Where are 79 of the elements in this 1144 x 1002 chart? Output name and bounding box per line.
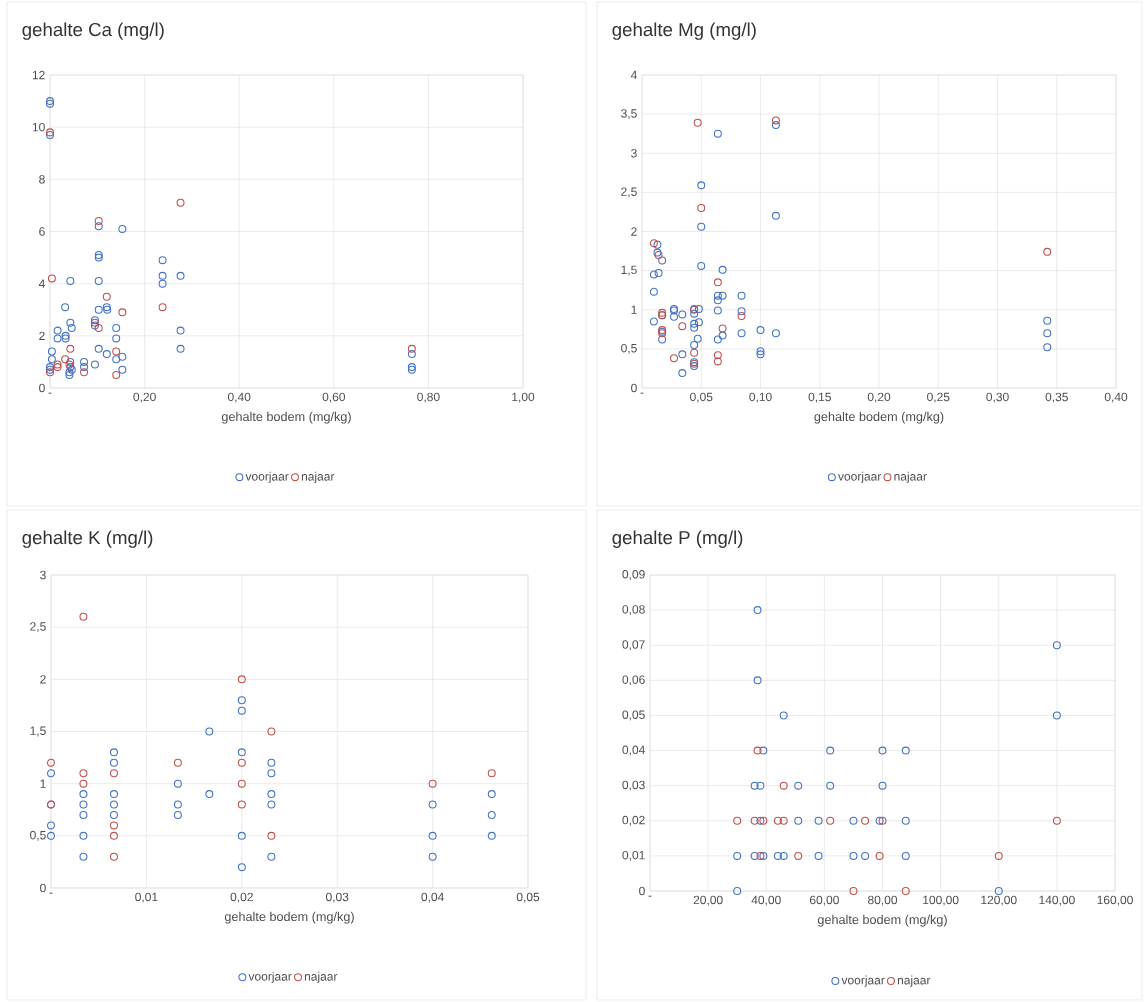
y-tick-label: 3 <box>631 148 637 158</box>
y-tick-label: 0 <box>631 383 637 393</box>
y-tick-label: 1 <box>631 305 637 314</box>
y-tick-label: 0,5 <box>621 343 637 354</box>
x-tick-label: 0,05 <box>516 892 540 903</box>
legend-label: voorjaar <box>838 471 882 484</box>
y-tick-label: 1,5 <box>30 726 46 737</box>
x-tick-label: 0,30 <box>986 392 1009 403</box>
x-tick-label: 0,05 <box>690 392 713 403</box>
chart-title: gehalte Ca (mg/l) <box>22 22 164 40</box>
y-tick-label: 2,5 <box>30 622 46 633</box>
x-tick-label: 0,40 <box>227 392 251 403</box>
x-tick-label: 40,00 <box>751 895 781 906</box>
x-tick-label: 0,25 <box>927 392 950 403</box>
x-tick-label: 0,01 <box>135 892 158 903</box>
x-tick-label: - <box>640 392 644 394</box>
y-tick-label: 0,03 <box>622 780 645 791</box>
legend-label: najaar <box>894 471 927 484</box>
x-tick-label: 0,40 <box>1104 392 1128 403</box>
x-tick-label: 0,80 <box>417 392 440 403</box>
x-tick-label: - <box>648 895 652 897</box>
x-tick-label: 0,04 <box>421 892 444 903</box>
legend-label: voorjaar <box>248 971 292 984</box>
y-tick-label: 2 <box>40 675 46 684</box>
x-axis-title: gehalte bodem (mg/kg) <box>221 411 351 424</box>
y-tick-label: 1 <box>40 779 46 788</box>
x-tick-label: 0,60 <box>322 392 346 403</box>
x-axis-title: gehalte bodem (mg/kg) <box>814 411 944 424</box>
chart-title: gehalte K (mg/l) <box>22 530 153 548</box>
y-tick-label: 10 <box>32 122 45 132</box>
x-tick-label: 60,00 <box>809 895 839 906</box>
y-tick-label: 0,01 <box>622 850 645 861</box>
y-tick-label: 8 <box>39 175 45 184</box>
chart-title: gehalte Mg (mg/l) <box>612 22 756 40</box>
x-tick-label: 80,00 <box>868 895 898 906</box>
x-tick-label: 0,02 <box>230 892 253 903</box>
y-tick-label: 0,5 <box>30 830 46 841</box>
legend-label: najaar <box>304 971 338 984</box>
x-tick-label: 160,00 <box>1097 895 1133 906</box>
y-tick-label: 0,07 <box>622 640 645 651</box>
y-tick-label: 1,5 <box>621 265 637 276</box>
y-tick-label: 0,02 <box>622 815 645 826</box>
y-tick-label: 6 <box>39 227 45 236</box>
x-tick-label: 20,00 <box>693 895 723 906</box>
x-tick-label: 0,20 <box>133 392 156 403</box>
y-tick-label: 0,06 <box>622 675 645 686</box>
y-tick-label: 0,05 <box>622 710 645 721</box>
y-tick-label: 0 <box>40 883 46 893</box>
x-tick-label: 0,03 <box>325 892 349 903</box>
legend-label: voorjaar <box>245 471 289 484</box>
x-tick-label: - <box>48 392 52 394</box>
chart-title: gehalte P (mg/l) <box>612 530 743 548</box>
y-tick-label: 0,08 <box>622 605 645 616</box>
y-tick-label: 2,5 <box>621 187 637 198</box>
y-tick-label: 12 <box>32 70 45 80</box>
x-tick-label: 0,35 <box>1045 392 1068 403</box>
legend-label: najaar <box>301 471 335 484</box>
x-tick-label: 0,15 <box>808 392 831 403</box>
y-tick-label: 0 <box>39 383 45 393</box>
y-tick-label: 2 <box>631 227 637 236</box>
x-axis-title: gehalte bodem (mg/kg) <box>817 914 947 927</box>
x-tick-label: 0,20 <box>867 392 891 403</box>
x-tick-label: - <box>49 892 53 894</box>
x-tick-label: 120,00 <box>981 895 1017 906</box>
x-tick-label: 0,10 <box>749 392 772 403</box>
x-axis-title: gehalte bodem (mg/kg) <box>224 911 354 924</box>
x-tick-label: 100,00 <box>923 895 959 906</box>
y-tick-label: 2 <box>39 331 45 341</box>
y-tick-label: 3 <box>40 570 46 580</box>
x-tick-label: 140,00 <box>1039 895 1075 906</box>
legend-label: najaar <box>897 975 931 987</box>
y-tick-label: 4 <box>630 70 637 80</box>
x-tick-label: 1,00 <box>512 392 535 403</box>
y-tick-label: 0 <box>639 886 645 896</box>
y-tick-label: 4 <box>38 279 45 288</box>
y-tick-label: 3,5 <box>621 109 637 120</box>
y-tick-label: 0,09 <box>622 570 645 580</box>
legend-label: voorjaar <box>841 975 885 987</box>
y-tick-label: 0,04 <box>622 745 645 756</box>
